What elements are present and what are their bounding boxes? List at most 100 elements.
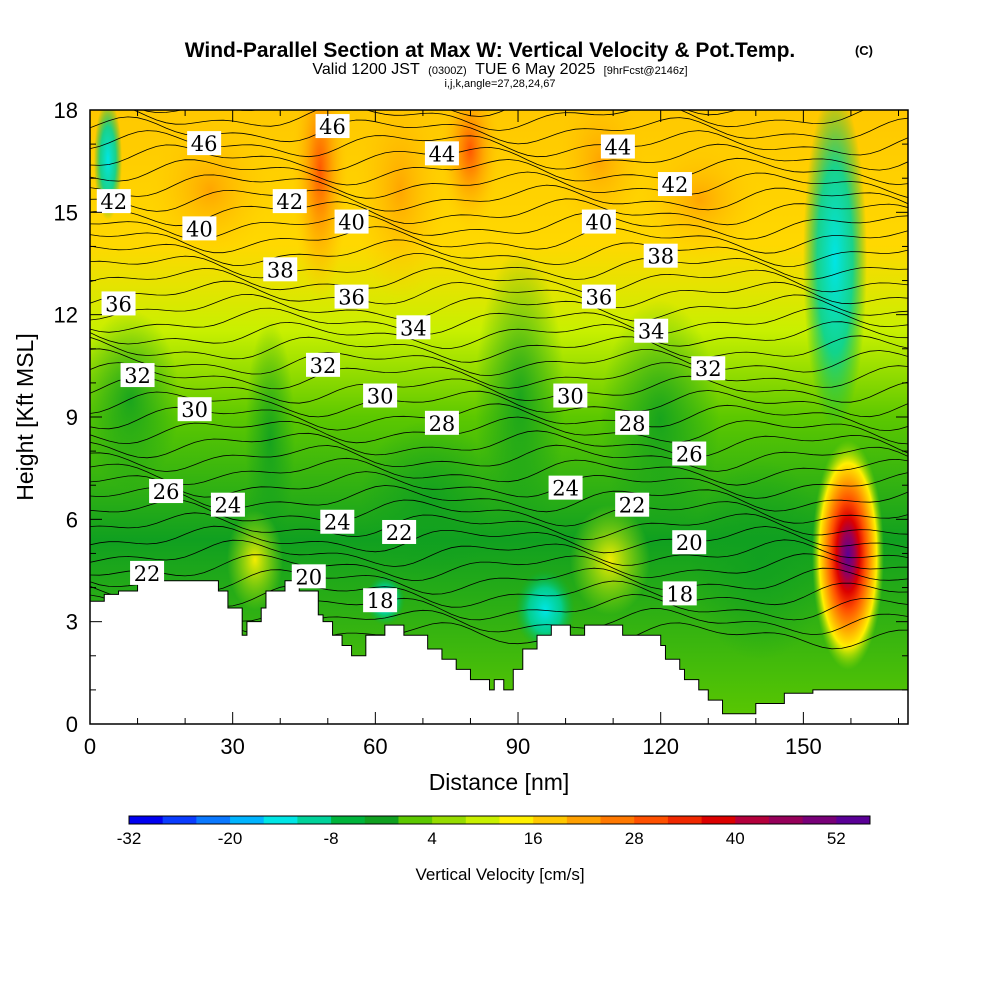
colorbar-swatch bbox=[230, 816, 265, 824]
isentrope-line bbox=[90, 307, 908, 335]
contour-label: 34 bbox=[634, 318, 669, 344]
contour-label-box bbox=[363, 383, 398, 408]
contour-label-box bbox=[581, 284, 616, 309]
shade-green-band-1 bbox=[90, 310, 180, 490]
contour-label-box bbox=[581, 209, 616, 234]
contour-label-text: 20 bbox=[676, 531, 703, 555]
isentrope-line bbox=[90, 499, 908, 527]
isentrope-line bbox=[90, 362, 908, 390]
contour-label-text: 22 bbox=[134, 562, 161, 586]
colorbar-tick-label: 40 bbox=[726, 829, 745, 848]
contour-label-box bbox=[272, 189, 307, 214]
isentrope-line bbox=[90, 567, 908, 595]
contour-label-box bbox=[334, 284, 369, 309]
colorbar-swatch bbox=[364, 816, 399, 824]
colorbar-tick-label: -8 bbox=[324, 829, 339, 848]
isentrope-line bbox=[90, 539, 908, 567]
colorbar-swatch bbox=[701, 816, 736, 824]
contour-label: 32 bbox=[306, 352, 341, 378]
contour-label-text: 42 bbox=[276, 190, 303, 214]
contour-label-box bbox=[382, 519, 417, 544]
contour-label-box bbox=[177, 397, 212, 422]
isentrope-line bbox=[132, 110, 865, 131]
contour-label-text: 42 bbox=[662, 173, 689, 197]
isentrope-line bbox=[90, 444, 908, 472]
contour-label-box bbox=[210, 492, 245, 517]
shade-warm-plume-2 bbox=[355, 110, 445, 300]
x-tick-label: 150 bbox=[785, 734, 822, 759]
contour-label-text: 24 bbox=[552, 477, 579, 501]
shade-warm-plume-1 bbox=[292, 110, 348, 300]
contour-label-box bbox=[657, 172, 692, 197]
colorbar-swatch bbox=[735, 816, 770, 824]
isentrope-line bbox=[90, 375, 908, 404]
contour-label-box bbox=[101, 291, 136, 316]
isentrope-line bbox=[141, 110, 739, 117]
contour-label: 24 bbox=[548, 475, 583, 501]
shade-warm-plume-5 bbox=[150, 120, 270, 260]
isentrope-line bbox=[90, 116, 908, 145]
contour-label: 30 bbox=[363, 383, 398, 409]
colorbar-swatch bbox=[465, 816, 500, 824]
contour-label: 26 bbox=[149, 479, 184, 504]
shade-cyan-updraft-top bbox=[803, 110, 867, 430]
contour-label: 42 bbox=[272, 189, 307, 214]
x-tick-label: 60 bbox=[363, 734, 387, 759]
contour-label-text: 28 bbox=[429, 412, 456, 436]
contour-label-text: 32 bbox=[310, 354, 337, 378]
contour-label-box bbox=[615, 492, 650, 517]
contour-label: 28 bbox=[615, 410, 650, 436]
isentrope-line bbox=[90, 553, 908, 582]
isentrope-line bbox=[90, 253, 908, 280]
contour-labels: 46 46 42 42 40 40 44 44 42 40 38 38 36 36 36 34 34 32 32 32… bbox=[96, 114, 726, 613]
colorbar: -32 -20 -8 4 16 28 40 52 bbox=[117, 815, 871, 848]
subtitle-valid: Valid 1200 JST bbox=[312, 61, 420, 78]
contour-label-text: 46 bbox=[191, 132, 218, 156]
contour-label-box bbox=[306, 352, 341, 377]
colorbar-swatch bbox=[600, 816, 635, 824]
colorbar-swatch bbox=[499, 816, 534, 824]
contour-label-text: 24 bbox=[324, 511, 351, 535]
contour-label-text: 24 bbox=[215, 494, 242, 518]
contour-label-text: 30 bbox=[181, 398, 208, 422]
colorbar-frame bbox=[128, 815, 871, 825]
contour-label-text: 30 bbox=[367, 385, 394, 409]
contour-label-box bbox=[396, 315, 431, 340]
y-tick-label: 0 bbox=[66, 712, 78, 737]
y-tick-label: 15 bbox=[54, 200, 78, 225]
contour-label-box bbox=[424, 141, 459, 166]
y-tick-label: 6 bbox=[66, 507, 78, 532]
x-tick-label: 90 bbox=[506, 734, 530, 759]
contour-label: 38 bbox=[643, 243, 678, 269]
contour-label-text: 22 bbox=[386, 521, 413, 545]
contour-label-text: 36 bbox=[338, 286, 365, 310]
contour-label-box bbox=[600, 134, 635, 159]
isentrope-line bbox=[90, 157, 908, 186]
y-axis-label: Height [Kft MSL] bbox=[12, 333, 38, 500]
contour-label-text: 34 bbox=[400, 316, 427, 340]
contour-label: 28 bbox=[424, 410, 459, 436]
contour-label: 36 bbox=[101, 291, 136, 316]
isentrope-line bbox=[90, 130, 908, 158]
subtitle-fcst: [9hrFcst@2146z] bbox=[604, 65, 688, 77]
colorbar-swatch bbox=[836, 816, 871, 824]
contour-label: 42 bbox=[96, 189, 131, 214]
contour-label-box bbox=[643, 243, 678, 268]
colorbar-tick-label: -32 bbox=[117, 829, 142, 848]
contour-label: 18 bbox=[363, 588, 398, 613]
colorbar-swatch bbox=[634, 816, 669, 824]
subtitle-date: TUE 6 May 2025 bbox=[475, 61, 595, 78]
colorbar-swatch bbox=[331, 816, 366, 824]
contour-label-box bbox=[187, 131, 222, 156]
colorbar-swatch bbox=[566, 816, 602, 824]
isentrope-line bbox=[90, 212, 908, 240]
contour-label: 42 bbox=[657, 172, 692, 197]
subtitle-zulu: (0300Z) bbox=[428, 65, 467, 77]
contour-label-text: 18 bbox=[666, 582, 693, 606]
contour-label-box bbox=[662, 581, 697, 606]
contour-label-box bbox=[424, 410, 459, 435]
contour-label: 46 bbox=[315, 114, 350, 139]
colorbar-swatch bbox=[432, 816, 467, 824]
contour-label: 34 bbox=[396, 315, 431, 340]
